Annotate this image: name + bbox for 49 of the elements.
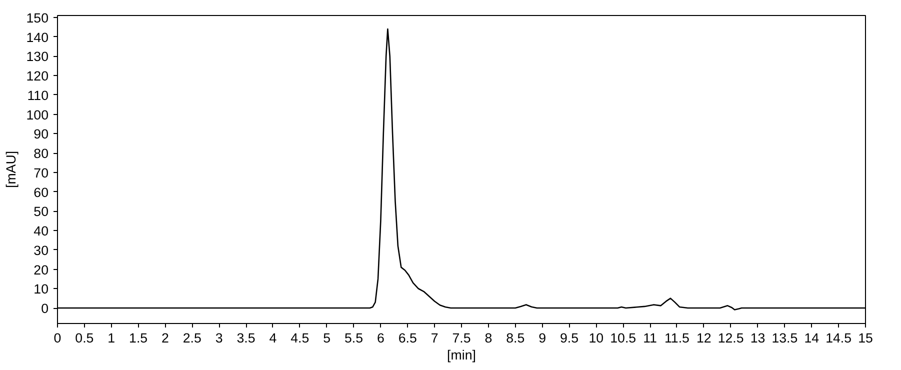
y-tick-label: 70: [34, 165, 49, 180]
x-tick-label: 9: [538, 330, 546, 346]
y-tick-label: 110: [27, 88, 48, 103]
x-tick-label: 7: [430, 330, 438, 346]
x-tick-label: 13.5: [772, 330, 798, 346]
y-tick-label: 80: [34, 146, 49, 162]
x-tick-label: 12.5: [718, 330, 744, 346]
x-tick-label: 1: [108, 330, 116, 346]
x-tick-label: 10: [588, 330, 604, 346]
x-tick-label: 12: [696, 330, 712, 346]
x-tick-label: 3.5: [236, 330, 256, 346]
y-axis-title: [mAU]: [3, 150, 18, 188]
y-tick-label: 120: [26, 68, 49, 84]
y-tick-label: 10: [34, 282, 49, 297]
x-tick-label: 13: [750, 330, 766, 346]
y-tick-label: 20: [34, 262, 49, 278]
x-tick-label: 0: [54, 330, 62, 346]
x-axis-title: [min]: [447, 348, 476, 362]
y-tick-label: 60: [34, 184, 49, 200]
x-tick-label: 14: [804, 330, 820, 346]
y-tick-label: 100: [26, 107, 49, 122]
x-tick-label: 10.5: [610, 330, 636, 346]
x-tick-label: 7.5: [452, 330, 471, 346]
x-tick-label: 14.5: [826, 330, 852, 346]
x-tick-label: 6: [376, 330, 384, 346]
y-tick-label: 30: [34, 242, 49, 258]
x-tick-label: 4.5: [290, 330, 310, 346]
x-tick-label: 5.5: [344, 330, 364, 346]
x-tick-label: 15: [858, 330, 873, 346]
y-tick-label: 130: [26, 49, 49, 64]
y-tick-label: 140: [26, 30, 49, 45]
x-tick-label: 8.5: [506, 330, 525, 346]
x-tick-label: 1.5: [129, 330, 148, 346]
x-tick-label: 0.5: [75, 330, 94, 346]
x-tick-label: 11: [643, 330, 657, 346]
y-tick-label: 0: [41, 301, 49, 316]
x-tick-label: 2: [162, 330, 169, 346]
x-tick-label: 5: [323, 330, 331, 346]
x-tick-label: 2.5: [182, 330, 202, 346]
x-tick-label: 6.5: [398, 330, 417, 346]
x-tick-label: 4: [269, 330, 278, 346]
y-tick-label: 90: [34, 126, 49, 142]
y-tick-label: 40: [34, 224, 49, 239]
y-tick-label: 50: [34, 204, 49, 220]
y-tick-label: 150: [26, 10, 49, 26]
x-tick-label: 9.5: [560, 330, 578, 346]
x-tick-label: 3: [215, 330, 223, 346]
x-tick-label: 8: [484, 330, 492, 346]
x-tick-label: 11.5: [664, 330, 690, 346]
